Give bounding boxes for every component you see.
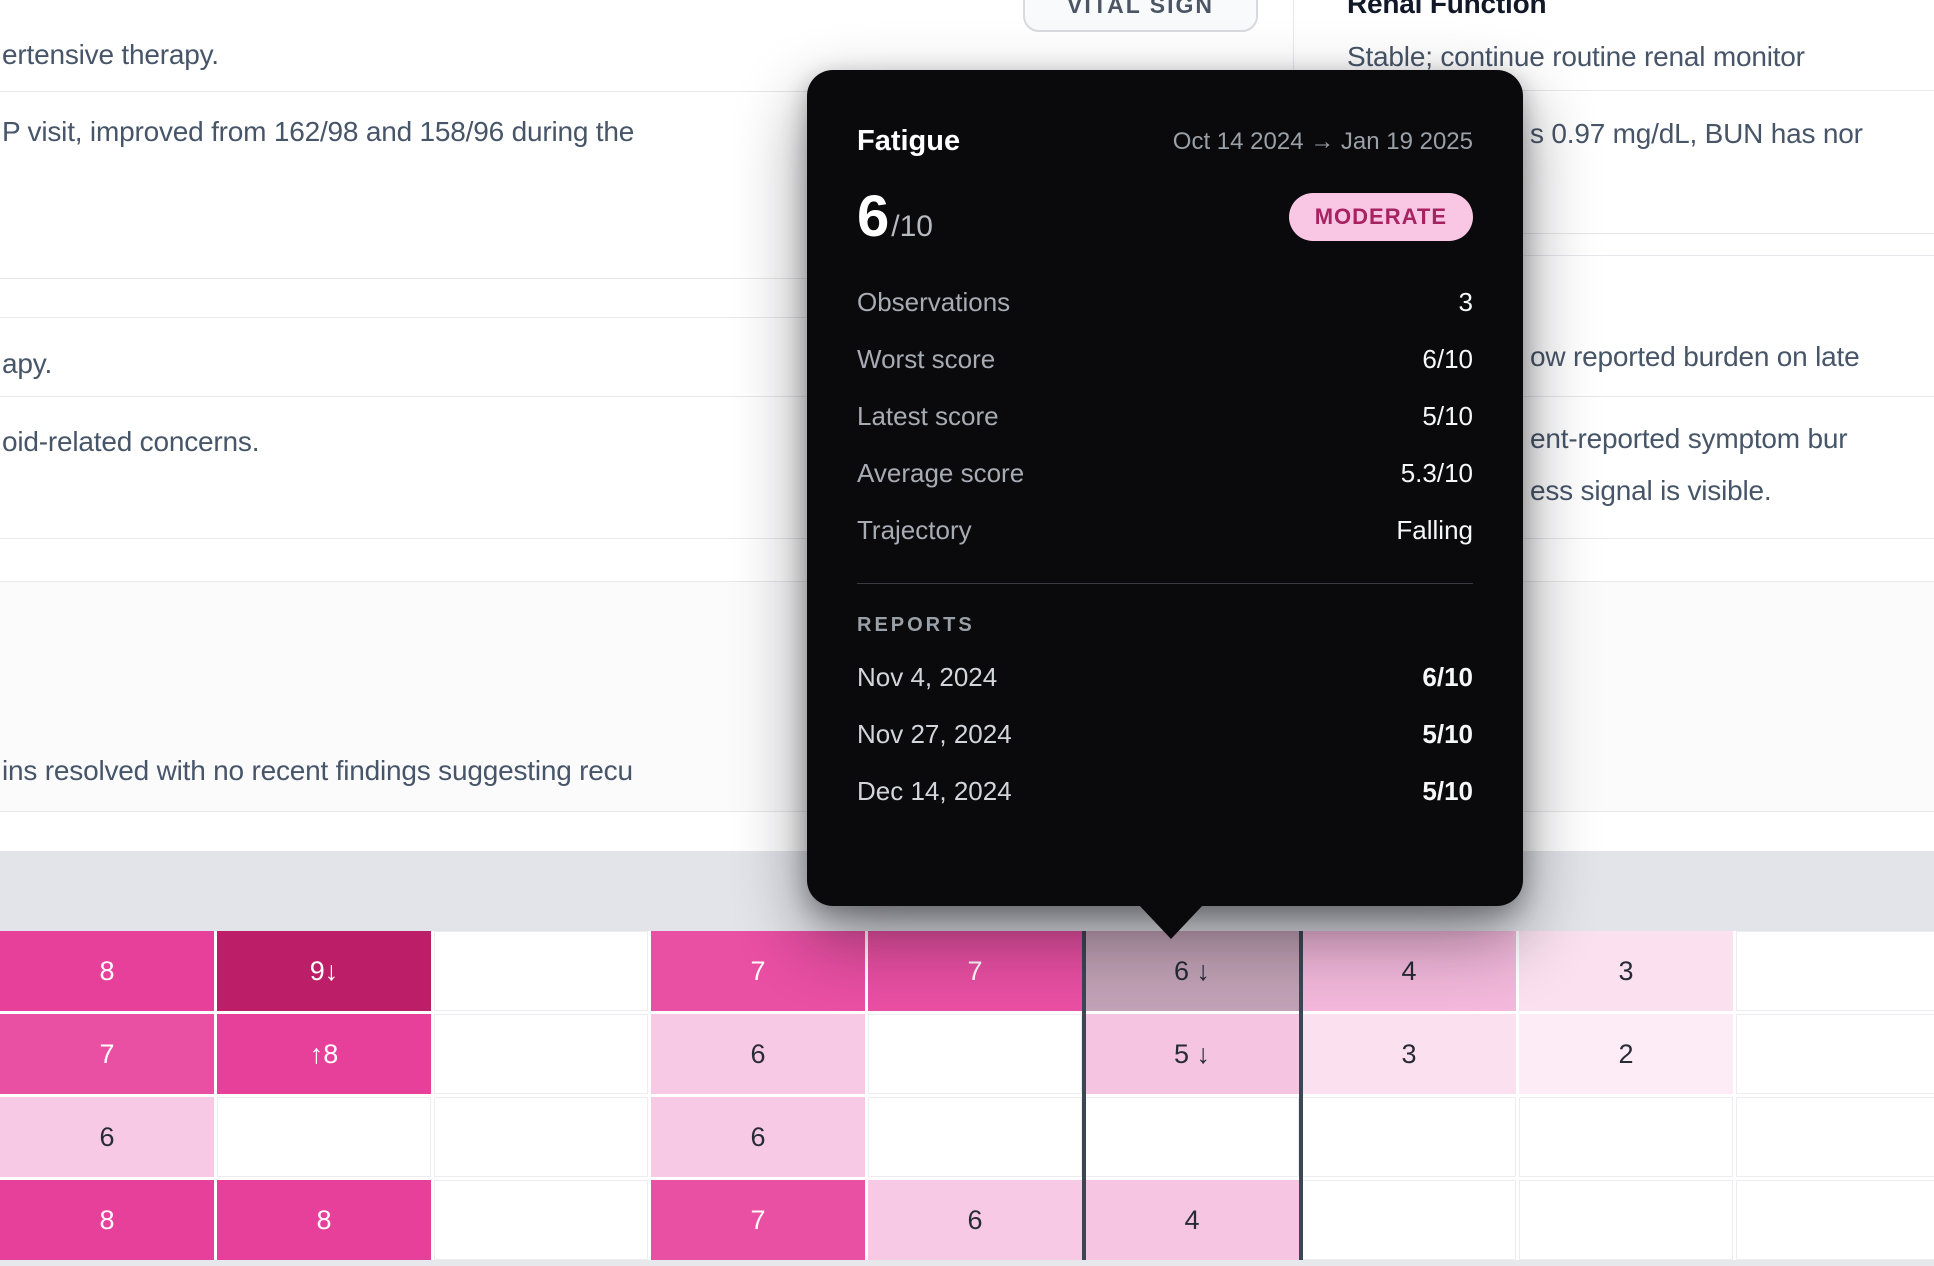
right-card-text-line: ent-reported symptom bur: [1530, 423, 1848, 454]
heatmap-cell[interactable]: 7: [651, 931, 865, 1011]
stat-value: 6/10: [1422, 344, 1473, 374]
report-date: Nov 27, 2024: [857, 719, 1012, 749]
divider: [0, 91, 1293, 92]
heatmap-cell[interactable]: 3: [1519, 931, 1733, 1011]
heatmap-cell[interactable]: 8: [0, 1180, 214, 1260]
heatmap-cell[interactable]: 6 ↓: [1085, 931, 1299, 1011]
heatmap-cell[interactable]: [434, 1180, 648, 1260]
stat-label: Trajectory: [857, 515, 972, 545]
stat-value: 5.3/10: [1400, 458, 1473, 488]
report-date: Nov 4, 2024: [857, 662, 998, 692]
heatmap-cell[interactable]: [434, 931, 648, 1011]
stat-value: 3: [1458, 287, 1473, 317]
report-row: Dec 14, 2024 5/10: [857, 763, 1473, 820]
stat-value: 5/10: [1422, 401, 1473, 431]
report-value: 5/10: [1422, 776, 1473, 806]
left-card-text-line: ins resolved with no recent findings sug…: [2, 755, 633, 786]
heatmap-cell[interactable]: [1302, 1097, 1516, 1177]
heatmap-cell[interactable]: 6: [651, 1097, 865, 1177]
right-card-evidence-line: s 0.97 mg/dL, BUN has nor: [1530, 118, 1863, 149]
stat-label: Observations: [857, 287, 1011, 317]
heatmap-cell[interactable]: ↑8: [217, 1014, 431, 1094]
tooltip-title: Fatigue: [857, 125, 961, 157]
heatmap-cell[interactable]: 8: [217, 1180, 431, 1260]
heatmap-cell[interactable]: 8: [0, 931, 214, 1011]
stat-row: Worst score 6/10: [857, 331, 1473, 388]
tooltip-score: 6: [857, 184, 890, 249]
severity-badge: MODERATE: [1288, 193, 1473, 241]
left-card-evidence-line: P visit, improved from 162/98 and 158/96…: [2, 116, 635, 147]
heatmap-cell[interactable]: 7: [868, 931, 1082, 1011]
heatmap-cell[interactable]: 9↓: [217, 931, 431, 1011]
heatmap-bottom-strip: [0, 1260, 1934, 1266]
stat-row: Average score 5.3/10: [857, 445, 1473, 502]
heatmap-cell[interactable]: [1736, 1180, 1934, 1260]
heatmap-cell[interactable]: [1519, 1180, 1733, 1260]
heatmap-cell[interactable]: [1736, 931, 1934, 1011]
divider: [0, 278, 1293, 279]
tooltip-score-max: /10: [891, 210, 933, 243]
divider: [0, 317, 1293, 318]
heatmap-cell[interactable]: 6: [651, 1014, 865, 1094]
stat-row: Trajectory Falling: [857, 502, 1473, 559]
symptom-heatmap: 8 9↓ 7 7 6 ↓ 4 3 7 ↑8 6 5 ↓ 3 2 6 6 8 8 7 6 4: [0, 931, 1934, 1260]
right-card-text-line: ess signal is visible.: [1530, 475, 1772, 506]
left-card-text-line: apy.: [2, 348, 53, 379]
stat-label: Worst score: [857, 344, 996, 374]
heatmap-cell[interactable]: [868, 1097, 1082, 1177]
tooltip-reports: Nov 4, 2024 6/10 Nov 27, 2024 5/10 Dec 1…: [857, 649, 1473, 820]
heatmap-cell[interactable]: 6: [868, 1180, 1082, 1260]
report-row: Nov 4, 2024 6/10: [857, 649, 1473, 706]
report-row: Nov 27, 2024 5/10: [857, 706, 1473, 763]
heatmap-cell[interactable]: [434, 1014, 648, 1094]
heatmap-cell[interactable]: [217, 1097, 431, 1177]
renal-function-card-title: Renal Function: [1347, 0, 1547, 19]
left-card-text-line: ertensive therapy.: [2, 39, 219, 70]
heatmap-cell[interactable]: 4: [1302, 931, 1516, 1011]
heatmap-cell[interactable]: 2: [1519, 1014, 1733, 1094]
stat-label: Latest score: [857, 401, 999, 431]
heatmap-cell[interactable]: 5 ↓: [1085, 1014, 1299, 1094]
tooltip-stats: Observations 3 Worst score 6/10 Latest s…: [857, 274, 1473, 559]
symptom-tooltip: Fatigue Oct 14 2024 → Jan 19 2025 6 /10 …: [807, 70, 1523, 906]
heatmap-cell[interactable]: 4: [1085, 1180, 1299, 1260]
right-card-text-line: Stable; continue routine renal monitor: [1347, 41, 1805, 72]
stat-row: Latest score 5/10: [857, 388, 1473, 445]
vital-sign-badge: VITAL SIGN: [1023, 0, 1258, 32]
heatmap-cell[interactable]: [1519, 1097, 1733, 1177]
divider: [1293, 90, 1934, 91]
divider: [1293, 255, 1934, 256]
vital-sign-badge-label: VITAL SIGN: [1067, 0, 1214, 18]
divider: [1293, 233, 1934, 234]
tooltip-arrow: [1139, 905, 1203, 939]
tooltip-date-range: Oct 14 2024 → Jan 19 2025: [1172, 127, 1473, 155]
stat-row: Observations 3: [857, 274, 1473, 331]
tooltip-divider: [857, 583, 1473, 584]
report-value: 5/10: [1422, 719, 1473, 749]
heatmap-cell[interactable]: 6: [0, 1097, 214, 1177]
heatmap-cell[interactable]: 3: [1302, 1014, 1516, 1094]
heatmap-cell[interactable]: [1302, 1180, 1516, 1260]
heatmap-cell[interactable]: 7: [0, 1014, 214, 1094]
right-card-text-line: ow reported burden on late: [1530, 341, 1860, 372]
heatmap-cell[interactable]: [1085, 1097, 1299, 1177]
heatmap-cell[interactable]: [868, 1014, 1082, 1094]
heatmap-cell[interactable]: [1736, 1097, 1934, 1177]
heatmap-cell[interactable]: [1736, 1014, 1934, 1094]
report-date: Dec 14, 2024: [857, 776, 1012, 806]
stat-value: Falling: [1396, 515, 1473, 545]
heatmap-cell[interactable]: [434, 1097, 648, 1177]
report-value: 6/10: [1422, 662, 1473, 692]
left-card-text-line: oid-related concerns.: [2, 426, 260, 457]
reports-heading: REPORTS: [857, 614, 975, 636]
heatmap-cell[interactable]: 7: [651, 1180, 865, 1260]
stat-label: Average score: [857, 458, 1025, 488]
